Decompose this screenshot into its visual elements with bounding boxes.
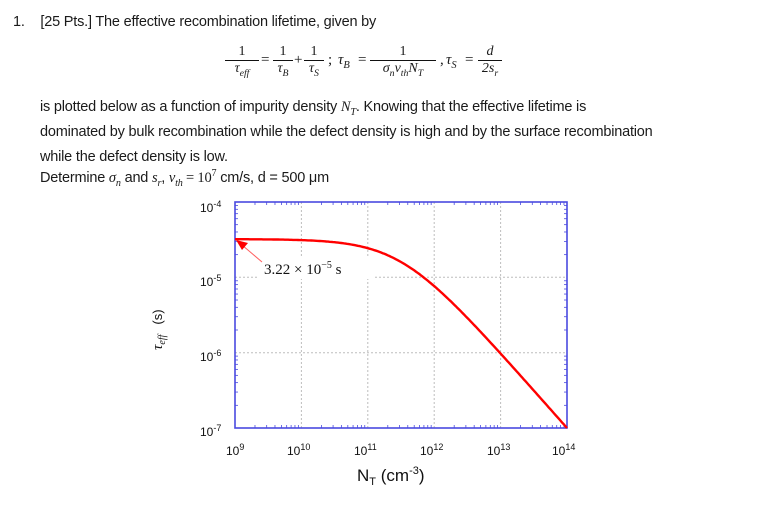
paragraph-line-3: while the defect density is low. <box>40 149 228 165</box>
svg-text:1014: 1014 <box>552 442 575 458</box>
annotation-arrow <box>236 240 263 263</box>
problem-header: 1. [25 Pts.] The effective recombination… <box>13 14 376 30</box>
plot-grid <box>235 202 567 428</box>
y-tick-labels: 10-4 10-5 10-6 10-7 <box>200 199 221 439</box>
paragraph-line-2: dominated by bulk recombination while th… <box>40 124 653 140</box>
fraction-tau-s: d 2sr <box>478 44 502 78</box>
problem-intro: The effective recombination lifetime, gi… <box>95 14 377 30</box>
fraction-1-over-tau-s: 1 τS <box>304 44 324 78</box>
svg-text:1010: 1010 <box>287 442 310 458</box>
svg-text:10-6: 10-6 <box>200 348 221 364</box>
plot-frame <box>234 201 568 429</box>
svg-text:1013: 1013 <box>487 442 510 458</box>
svg-text:10-5: 10-5 <box>200 273 221 289</box>
annotation-label: 3.22 × 10−5 s <box>264 260 342 278</box>
problem-number: 1. <box>13 14 25 30</box>
svg-text:10-4: 10-4 <box>200 199 221 215</box>
svg-text:1011: 1011 <box>354 442 377 458</box>
y-axis-label: τeff(s) <box>150 309 168 350</box>
determine-line: Determine σn and sr, vth = 107 cm/s, d =… <box>40 168 329 189</box>
problem-points: [25 Pts.] <box>40 14 92 30</box>
plot-minor-ticks <box>235 202 567 428</box>
svg-text:109: 109 <box>226 442 244 458</box>
fraction-1-over-tau-eff: 1 τeff <box>225 44 259 78</box>
fraction-tau-b: 1 σnvthNT <box>370 44 436 78</box>
tau-eff-curve <box>235 238 568 429</box>
x-tick-labels: 109 1010 1011 1012 1013 1014 <box>226 442 575 458</box>
svg-text:10-7: 10-7 <box>200 423 221 439</box>
x-axis-label: NT (cm-3) <box>357 465 425 488</box>
fraction-1-over-tau-b: 1 τB <box>273 44 293 78</box>
svg-text:1012: 1012 <box>420 442 443 458</box>
paragraph-line-1: is plotted below as a function of impuri… <box>40 99 587 118</box>
